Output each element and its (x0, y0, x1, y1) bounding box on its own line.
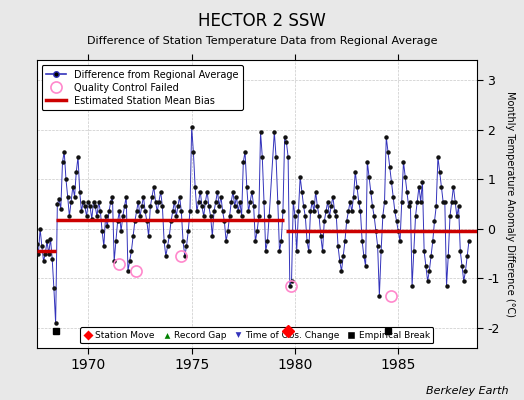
Text: Berkeley Earth: Berkeley Earth (426, 386, 508, 396)
Legend: Station Move, Record Gap, Time of Obs. Change, Empirical Break: Station Move, Record Gap, Time of Obs. C… (80, 327, 433, 344)
Text: 1985: 1985 (380, 358, 416, 372)
Text: 1980: 1980 (277, 358, 313, 372)
Y-axis label: Monthly Temperature Anomaly Difference (°C): Monthly Temperature Anomaly Difference (… (505, 91, 515, 317)
Text: 1970: 1970 (71, 358, 106, 372)
Text: Difference of Station Temperature Data from Regional Average: Difference of Station Temperature Data f… (87, 36, 437, 46)
Text: HECTOR 2 SSW: HECTOR 2 SSW (198, 12, 326, 30)
Text: 1975: 1975 (174, 358, 209, 372)
